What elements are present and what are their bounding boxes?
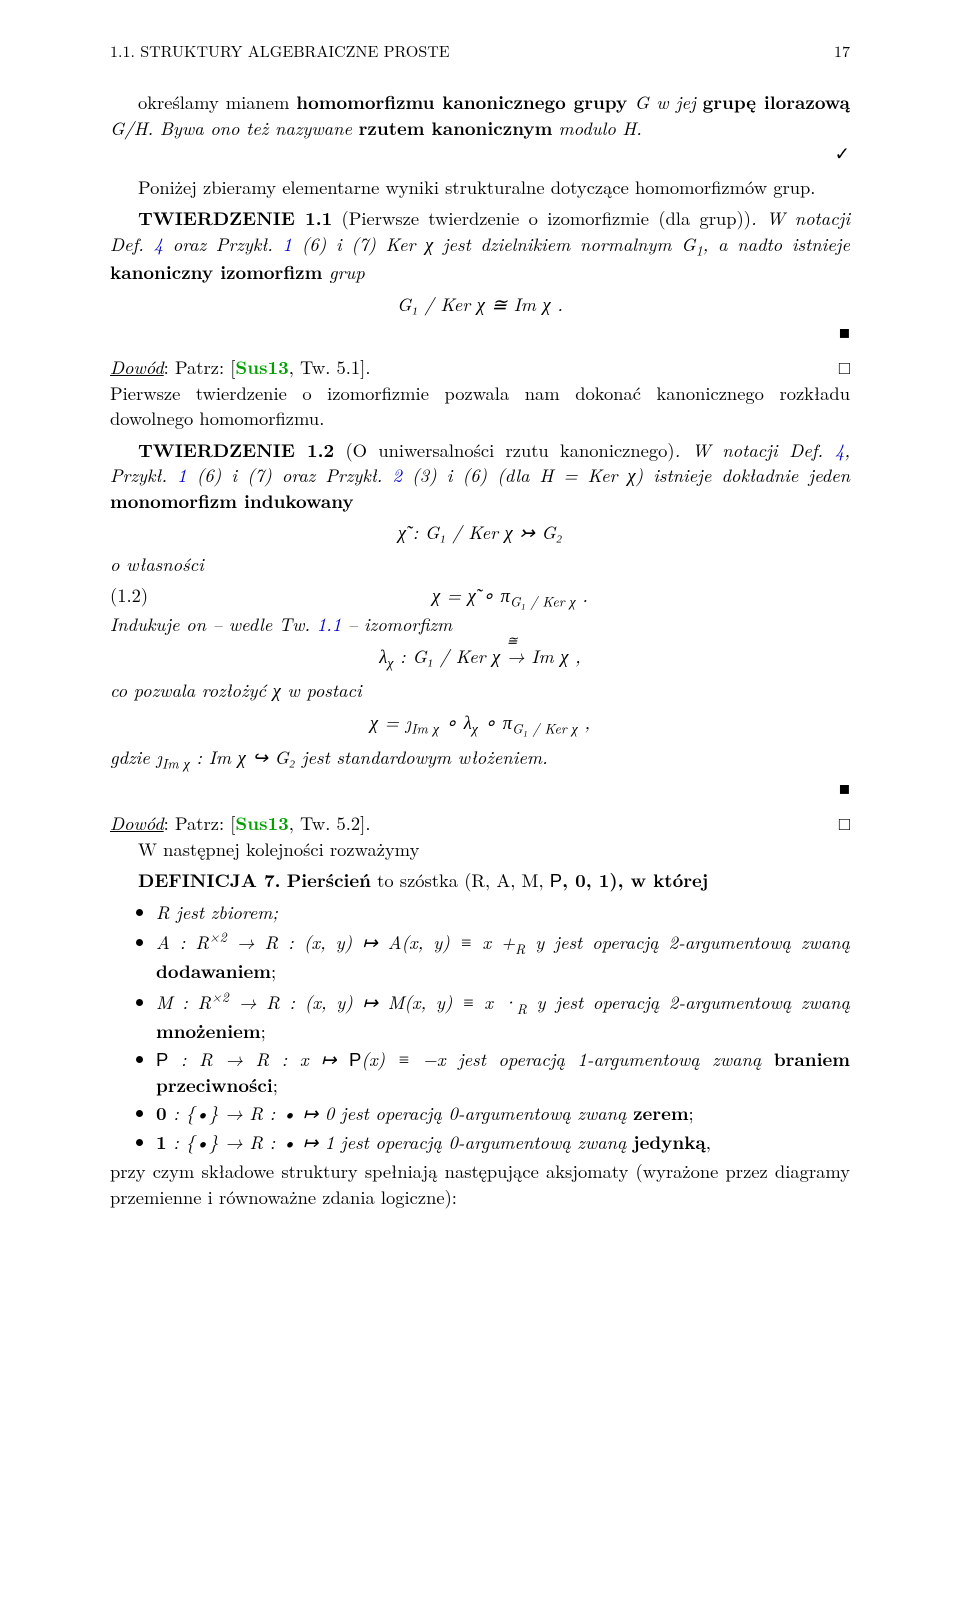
paragraph-7: gdzie ȷIm χ : Im χ ↪ G₂ jest standardowy… xyxy=(110,745,850,774)
theorem-2-label: TWIERDZENIE 1.2 xyxy=(138,437,334,463)
link-thm-1-1[interactable]: 1.1 xyxy=(317,611,342,637)
link-def-4[interactable]: 4 xyxy=(154,231,163,257)
definition-label: DEFINICJA 7. xyxy=(138,867,281,893)
definition-7: DEFINICJA 7. Pierścień to szóstka (R, A,… xyxy=(110,868,850,894)
proof-label-2: Dowód xyxy=(110,810,164,836)
paragraph-6: co pozwala rozłożyć χ w postaci xyxy=(110,678,850,704)
qed-solid-1: ■ xyxy=(110,320,850,346)
paragraph-intro: określamy mianem homomorfizmu kanoniczne… xyxy=(110,90,850,141)
bullet-1: 1 : {•} → R : • ↦ 1 jest operacją 0-argu… xyxy=(156,1130,850,1156)
theorem-1: TWIERDZENIE 1.1 (Pierwsze twierdzenie o … xyxy=(110,206,850,286)
paragraph-9: przy czym składowe struktury spełniają n… xyxy=(110,1159,850,1210)
qed-solid-2: ■ xyxy=(110,776,850,802)
bullet-R: R jest zbiorem; xyxy=(156,900,850,926)
proof-label-1: Dowód xyxy=(110,354,164,380)
paragraph-5: Indukuje on – wedle Tw. 1.1 – izomorfizm xyxy=(110,612,850,638)
link-ex-1b[interactable]: 1 xyxy=(177,462,186,488)
citation-sus13b[interactable]: Sus13 xyxy=(235,810,288,836)
page: 1.1. STRUKTURY ALGEBRAICZNE PROSTE 17 ok… xyxy=(0,0,960,1256)
paragraph-4: o własności xyxy=(110,552,850,578)
qed-open-1: □ xyxy=(839,355,850,381)
definition-bullets: R jest zbiorem; A : R×2 → R : (x, y) ↦ A… xyxy=(110,900,850,1156)
bullet-A: A : R×2 → R : (x, y) ↦ A(x, y) ≡ x +R y … xyxy=(156,928,850,985)
link-ex-2[interactable]: 2 xyxy=(392,462,401,488)
link-def-4b[interactable]: 4 xyxy=(835,437,844,463)
proof-2: Dowód: Patrz: [Sus13, Tw. 5.2]. □ xyxy=(110,811,850,837)
running-header: 1.1. STRUKTURY ALGEBRAICZNE PROSTE 17 xyxy=(110,40,850,62)
checkmark-icon: ✓ xyxy=(110,141,850,167)
theorem-2: TWIERDZENIE 1.2 (O uniwersalności rzutu … xyxy=(110,438,850,515)
equation-1-2: (1.2) χ = χ̃ ∘ πG₁ / Ker χ . xyxy=(110,583,850,612)
equation-mono: χ̃ : G₁ / Ker χ ↣ G₂ xyxy=(110,520,850,546)
header-section: 1.1. STRUKTURY ALGEBRAICZNE PROSTE xyxy=(110,40,450,62)
equation-iso: G₁ / Ker χ ≅ Im χ . xyxy=(110,292,850,318)
equation-lambda: λχ : G₁ / Ker χ →≅ Im χ , xyxy=(110,644,850,673)
paragraph-2: Poniżej zbieramy elementarne wyniki stru… xyxy=(110,175,850,201)
equation-number: (1.2) xyxy=(110,583,170,609)
link-ex-1[interactable]: 1 xyxy=(283,231,292,257)
header-page-number: 17 xyxy=(834,40,850,62)
theorem-1-label: TWIERDZENIE 1.1 xyxy=(138,205,332,231)
paragraph-8: W następnej kolejności rozważymy xyxy=(110,837,850,863)
equation-decompose: χ = ȷIm χ ∘ λχ ∘ πG₁ / Ker χ , xyxy=(110,710,850,739)
bullet-0: 0 : {•} → R : • ↦ 0 jest operacją 0-argu… xyxy=(156,1101,850,1127)
qed-open-2: □ xyxy=(839,811,850,837)
proof-1: Dowód: Patrz: [Sus13, Tw. 5.1]. □ xyxy=(110,355,850,381)
citation-sus13a[interactable]: Sus13 xyxy=(235,354,288,380)
bullet-P: P : R → R : x ↦ P(x) ≡ −x jest operacją … xyxy=(156,1047,850,1098)
bullet-M: M : R×2 → R : (x, y) ↦ M(x, y) ≡ x ·R y … xyxy=(156,988,850,1045)
paragraph-3: Pierwsze twierdzenie o izomorfizmie pozw… xyxy=(110,381,850,432)
